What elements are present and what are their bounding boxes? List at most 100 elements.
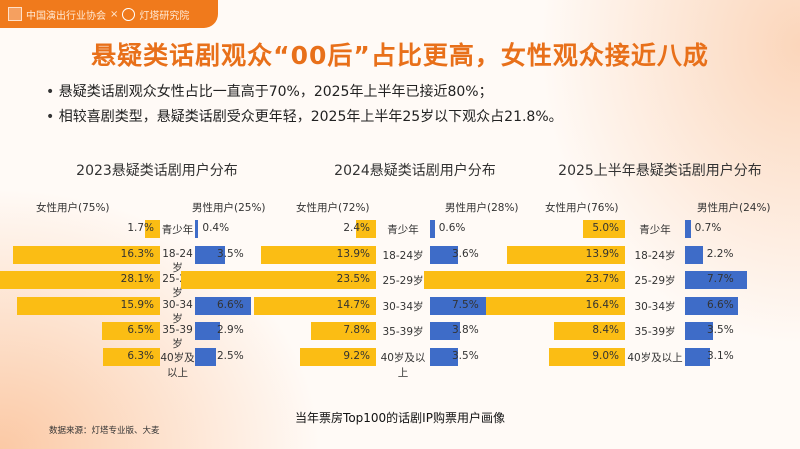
- female-bar: [506, 245, 625, 264]
- female-value-label: 7.8%: [343, 324, 370, 336]
- female-value-label: 23.7%: [585, 273, 619, 285]
- female-value-label: 15.9%: [120, 298, 154, 311]
- female-value-label: 28.1%: [120, 273, 154, 285]
- age-category-label: 40岁及以上: [380, 351, 426, 379]
- male-value-label: 7.5%: [452, 298, 479, 311]
- female-bar: [553, 322, 625, 340]
- chart-row: 6.3% 40岁及以上 2.5%: [32, 347, 282, 379]
- legend-male: 男性用户(28%): [445, 202, 519, 214]
- age-category-label: 18-24岁: [382, 249, 424, 262]
- chart-row: 15.9% 30-34岁 6.6%: [16, 296, 282, 325]
- chart-row: 8.4% 35-39岁 3.5%: [535, 322, 785, 340]
- org2-logo-text: 灯塔研究院: [139, 10, 190, 22]
- female-bar: [101, 322, 160, 340]
- chart-title: 2025上半年悬疑类话剧用户分布: [558, 163, 762, 179]
- female-value-label: 16.4%: [585, 298, 619, 311]
- female-bar: [485, 296, 625, 315]
- legend-male: 男性用户(24%): [697, 202, 771, 214]
- male-bar: [430, 245, 459, 264]
- chart-panel-2024: 2024悬疑类话剧用户分布 女性用户(72%) 男性用户(28%) 2.4% 青少年 0.…: [180, 160, 540, 380]
- female-bar: [311, 322, 376, 340]
- male-bar: [685, 347, 711, 366]
- chart-row: 13.9% 18-24岁 2.2%: [506, 245, 785, 264]
- male-bar: [430, 322, 460, 340]
- legend-female: 女性用户(72%): [296, 202, 370, 214]
- age-category-label: 30-34岁: [162, 298, 193, 325]
- chart-row: 6.5% 35-39岁 2.9%: [32, 322, 282, 350]
- chart-title: 2023悬疑类话剧用户分布: [76, 163, 238, 179]
- org1-logo-text: 中国演出行业协会: [26, 10, 106, 22]
- male-bar: [195, 220, 199, 238]
- female-value-label: 9.0%: [592, 349, 619, 362]
- male-bar: [195, 296, 252, 315]
- female-bar: [103, 347, 160, 366]
- male-bar: [430, 220, 435, 238]
- legend-female: 女性用户(76%): [545, 202, 619, 214]
- header-band: 中国演出行业协会 × 灯塔研究院: [0, 0, 218, 28]
- male-value-label: 2.5%: [217, 349, 244, 362]
- chart-row: 2.4% 青少年 0.6%: [290, 220, 540, 238]
- legend-female: 女性用户(75%): [36, 202, 110, 214]
- chart-row: 14.7% 30-34岁 7.5%: [254, 296, 540, 315]
- chart-caption: 当年票房Top100的话剧IP购票用户画像: [295, 411, 505, 425]
- male-bar: [685, 245, 703, 264]
- male-bar: [430, 347, 458, 366]
- male-value-label: 2.9%: [217, 324, 244, 336]
- female-value-label: 8.4%: [592, 324, 619, 336]
- data-source: 数据来源：灯塔专业版、大麦: [49, 426, 160, 436]
- age-category-label: 25-29岁: [382, 275, 424, 287]
- bullet-list: 悬疑类话剧观众女性占比一直高于70%，2025年上半年已接近80%； 相较喜剧类…: [46, 80, 563, 130]
- male-value-label: 3.5%: [217, 247, 244, 260]
- female-bar: [0, 271, 160, 289]
- male-value-label: 0.6%: [438, 222, 466, 234]
- age-category-label: 18-24岁: [634, 249, 676, 262]
- female-value-label: 1.7%: [127, 222, 154, 234]
- male-bar: [685, 296, 739, 315]
- female-bar: [423, 271, 625, 289]
- chart-row: 1.7% 青少年 0.4%: [32, 220, 282, 238]
- chart-row: 9.2% 40岁及以上 3.5%: [290, 347, 540, 379]
- female-bar: [260, 245, 376, 264]
- bullet-item: 相较喜剧类型，悬疑类话剧受众更年轻，2025年上半年25岁以下观众占21.8%。: [46, 105, 563, 130]
- lighthouse-logo-icon: [122, 7, 136, 21]
- chart-row: 16.4% 30-34岁 6.6%: [485, 296, 785, 315]
- female-bar: [299, 347, 376, 366]
- female-value-label: 6.5%: [127, 324, 154, 336]
- male-bar: [685, 271, 748, 289]
- male-bar: [685, 322, 714, 340]
- male-value-label: 0.7%: [694, 222, 722, 234]
- page-title: 悬疑类话剧观众“00后”占比更高，女性观众接近八成: [91, 41, 709, 70]
- chart-row: 9.0% 40岁及以上 3.1%: [535, 347, 785, 366]
- female-value-label: 13.9%: [336, 247, 370, 260]
- association-seal-icon: [8, 7, 22, 21]
- age-category-label: 40岁及以上: [627, 351, 683, 364]
- chart-row: 13.9% 18-24岁 3.6%: [260, 245, 540, 264]
- male-value-label: 6.6%: [707, 298, 734, 311]
- female-value-label: 9.2%: [343, 349, 370, 362]
- male-value-label: 2.2%: [706, 247, 734, 260]
- male-value-label: 0.4%: [202, 222, 230, 234]
- female-value-label: 14.7%: [336, 298, 370, 311]
- male-value-label: 3.5%: [452, 349, 479, 362]
- age-category-label: 30-34岁: [382, 300, 424, 313]
- female-bar: [13, 245, 160, 264]
- female-value-label: 5.0%: [592, 222, 619, 234]
- chart-panel-2025h1: 2025上半年悬疑类话剧用户分布女性用户(76%) 男性用户(24%) 5.0% 青少…: [423, 160, 785, 380]
- chart-title: 2024悬疑类话剧用户分布: [334, 163, 496, 179]
- male-bar: [195, 322, 220, 340]
- separator: ×: [110, 8, 119, 20]
- male-bar: [195, 347, 217, 366]
- age-category-label: 40岁及以上: [160, 351, 195, 379]
- age-category-label: 青少年: [639, 224, 671, 236]
- female-bar: [144, 220, 160, 238]
- female-value-label: 6.3%: [127, 349, 154, 362]
- female-bar: [548, 347, 625, 366]
- age-category-label: 青少年: [387, 224, 419, 236]
- chart-row: 23.7% 25-29岁 7.7%: [423, 271, 785, 289]
- female-bar: [356, 220, 376, 238]
- female-bar: [254, 296, 376, 315]
- legend-male: 男性用户(25%): [192, 202, 266, 214]
- age-category-label: 25-29岁: [634, 275, 676, 287]
- male-bar: [685, 220, 691, 238]
- male-value-label: 3.6%: [452, 247, 479, 260]
